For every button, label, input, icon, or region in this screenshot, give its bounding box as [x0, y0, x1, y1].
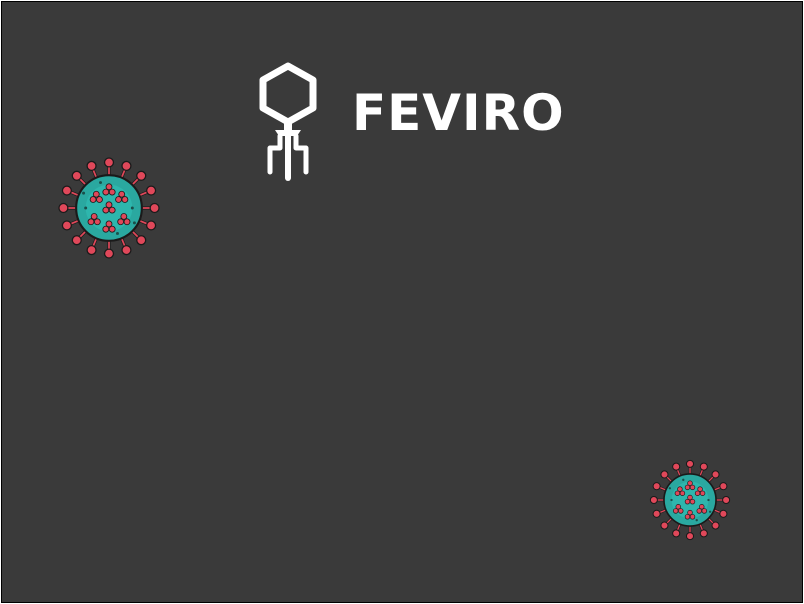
game-logo: FEVIRO: [256, 60, 576, 188]
coronavirus-icon[interactable]: [648, 458, 732, 542]
game-title: FEVIRO: [352, 84, 565, 142]
coronavirus-icon[interactable]: [56, 155, 162, 261]
bacteriophage-icon: [259, 62, 317, 181]
